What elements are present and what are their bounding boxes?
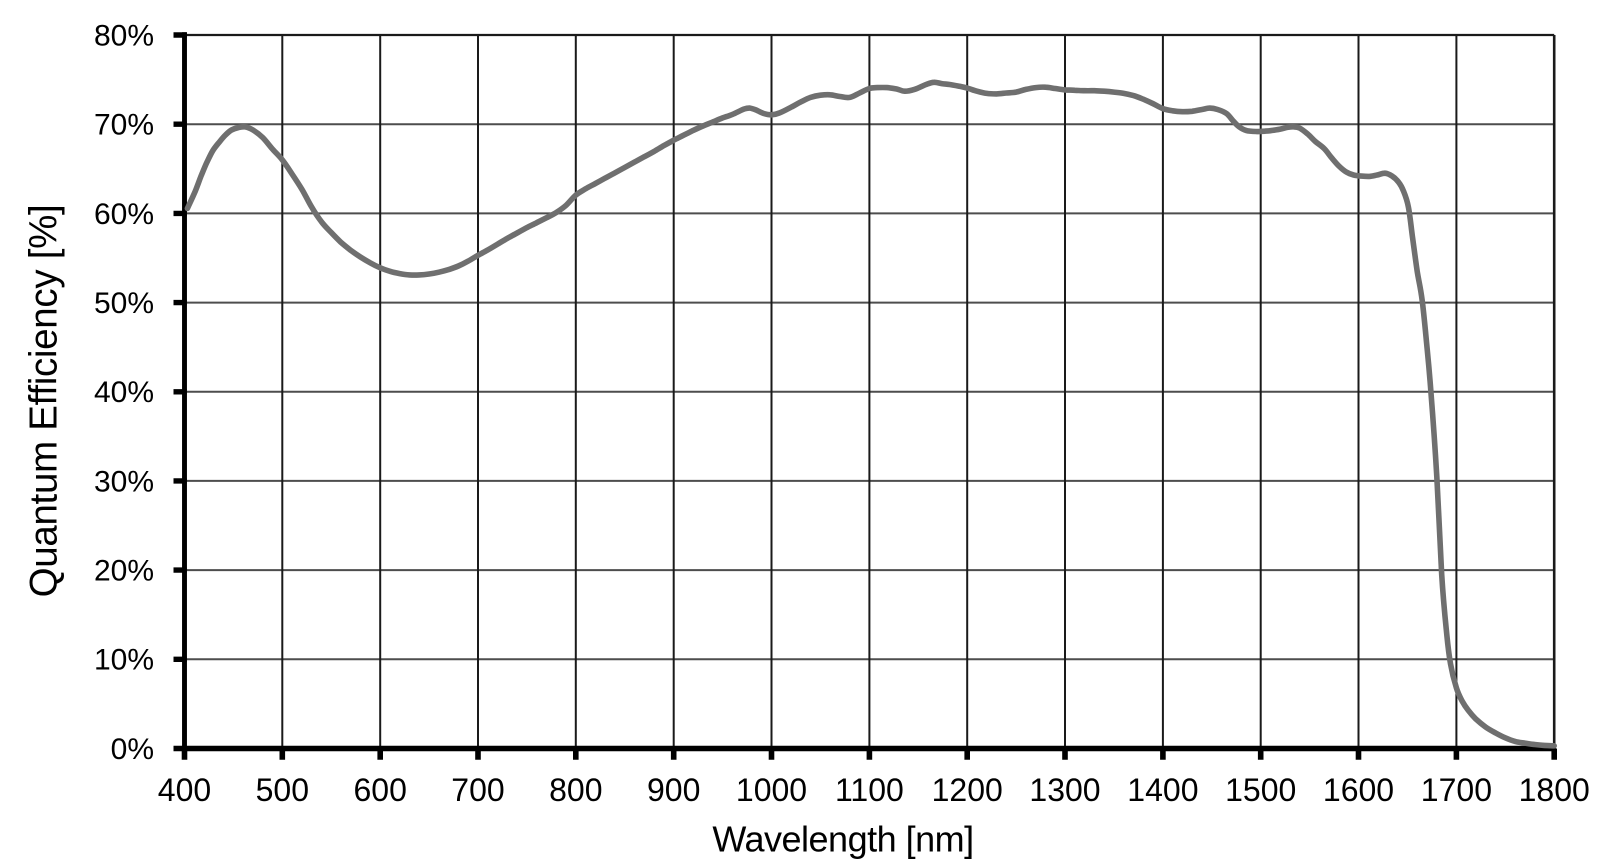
- svg-text:400: 400: [158, 772, 211, 808]
- svg-text:1800: 1800: [1519, 772, 1590, 808]
- svg-text:800: 800: [549, 772, 602, 808]
- svg-text:0%: 0%: [111, 733, 154, 766]
- svg-text:1400: 1400: [1127, 772, 1198, 808]
- svg-text:500: 500: [256, 772, 309, 808]
- svg-text:20%: 20%: [94, 555, 154, 588]
- svg-text:600: 600: [354, 772, 407, 808]
- svg-text:80%: 80%: [94, 19, 154, 52]
- svg-text:30%: 30%: [94, 465, 154, 498]
- svg-text:40%: 40%: [94, 376, 154, 409]
- svg-text:Wavelength [nm]: Wavelength [nm]: [712, 819, 973, 860]
- svg-text:1100: 1100: [835, 772, 904, 808]
- svg-text:1600: 1600: [1323, 772, 1394, 808]
- svg-text:900: 900: [647, 772, 700, 808]
- svg-text:50%: 50%: [94, 287, 154, 320]
- svg-text:1200: 1200: [932, 772, 1003, 808]
- svg-text:700: 700: [451, 772, 504, 808]
- svg-text:70%: 70%: [94, 109, 154, 142]
- svg-text:1300: 1300: [1029, 772, 1100, 808]
- svg-text:10%: 10%: [94, 644, 154, 677]
- svg-text:60%: 60%: [94, 198, 154, 231]
- svg-text:1500: 1500: [1225, 772, 1296, 808]
- svg-text:1700: 1700: [1421, 772, 1492, 808]
- svg-text:Quantum Efficiency [%]: Quantum Efficiency [%]: [23, 205, 66, 598]
- svg-text:1000: 1000: [736, 772, 807, 808]
